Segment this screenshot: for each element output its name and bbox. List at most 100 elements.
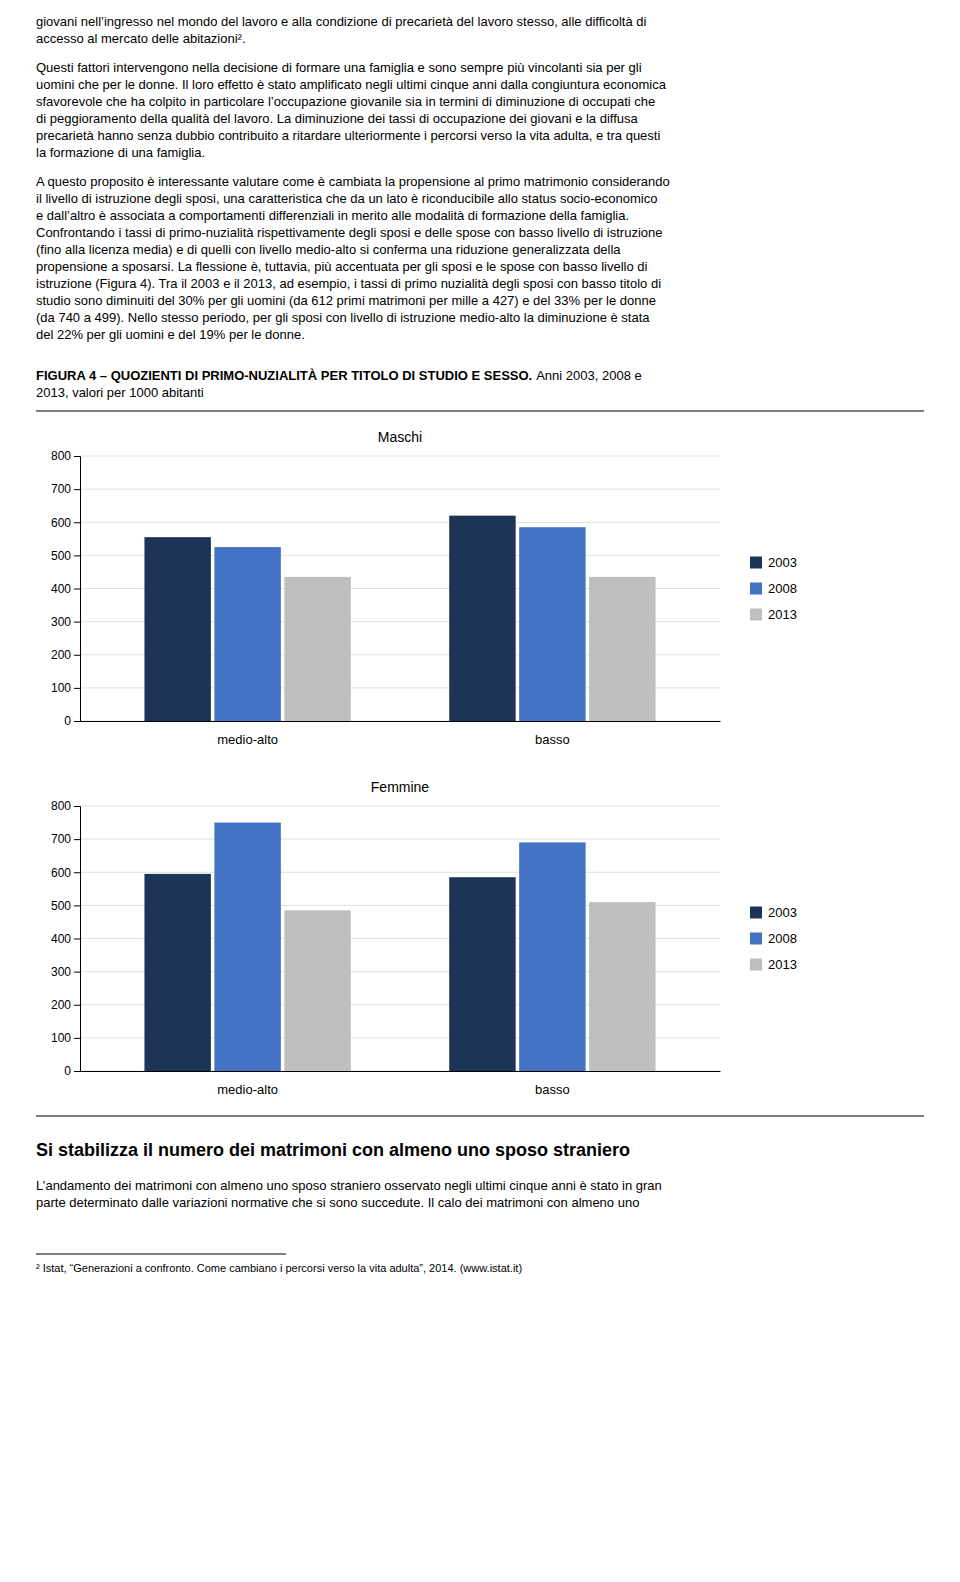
- tick-label: 500: [51, 899, 71, 913]
- tick-label: 200: [51, 648, 71, 662]
- legend-label: 2003: [768, 555, 797, 570]
- grid-line: [80, 872, 720, 873]
- bar: [284, 577, 350, 721]
- legend-item: 2003: [750, 555, 797, 570]
- legend: 2003 2008 2013: [750, 555, 797, 622]
- body-text: A questo proposito è interessante valuta…: [36, 174, 670, 189]
- bar: [589, 577, 655, 721]
- grid-line: [80, 489, 720, 490]
- body-text: parte determinato dalle variazioni norma…: [36, 1195, 639, 1210]
- tick-mark: [74, 1038, 80, 1039]
- body-text: istruzione (Figura 4). Tra il 2003 e il …: [36, 276, 661, 291]
- grid-line: [80, 839, 720, 840]
- grid-line: [80, 806, 720, 807]
- tick-mark: [74, 806, 80, 807]
- tick-mark: [74, 839, 80, 840]
- tick: 200: [51, 998, 80, 1012]
- bars: [144, 516, 655, 721]
- body-text: sfavorevole che ha colpito in particolar…: [36, 94, 655, 109]
- tick-mark: [74, 622, 80, 623]
- x-axis: medio-altobasso: [81, 1072, 721, 1098]
- tick-label: basso: [535, 732, 570, 747]
- tick-label: 500: [51, 549, 71, 563]
- tick-label: medio-alto: [217, 1082, 278, 1097]
- tick: 300: [51, 965, 80, 979]
- tick-mark: [74, 872, 80, 873]
- rule: [36, 411, 924, 412]
- bar: [449, 877, 515, 1071]
- body-text: studio sono diminuiti del 30% per gli uo…: [36, 293, 656, 308]
- body-text: accesso al mercato delle abitazioni².: [36, 31, 246, 46]
- legend-label: 2008: [768, 581, 797, 596]
- bar: [449, 516, 515, 721]
- tick-mark: [74, 972, 80, 973]
- legend: 2003 2008 2013: [750, 905, 797, 972]
- figure-title: FIGURA 4 – QUOZIENTI DI PRIMO-NUZIALITÀ …: [36, 368, 642, 383]
- tick-label: 700: [51, 482, 71, 496]
- legend-label: 2003: [768, 905, 797, 920]
- tick: 0: [64, 714, 80, 728]
- bar: [144, 537, 210, 721]
- bar: [284, 910, 350, 1071]
- tick-mark: [74, 688, 80, 689]
- legend-item: 2013: [750, 607, 797, 622]
- figure-title-rest: Anni 2003, 2008 e: [536, 368, 642, 383]
- tick-mark: [74, 655, 80, 656]
- legend-label: 2013: [768, 607, 797, 622]
- legend-swatch: [750, 557, 762, 569]
- tick: 700: [51, 482, 80, 496]
- legend-swatch: [750, 907, 762, 919]
- tick: 600: [51, 516, 80, 530]
- tick-label: 400: [51, 582, 71, 596]
- tick-mark: [74, 489, 80, 490]
- axis-line: [74, 457, 81, 722]
- tick: medio-alto: [217, 732, 278, 747]
- tick: 500: [51, 549, 80, 563]
- axis-line: [74, 807, 81, 1072]
- bar: [519, 842, 585, 1071]
- bars: [144, 823, 655, 1071]
- tick-label: 800: [51, 799, 71, 813]
- tick: basso: [535, 732, 570, 747]
- body-text: la formazione di una famiglia.: [36, 145, 205, 160]
- tick-mark: [74, 939, 80, 940]
- body-text: di peggioramento della qualità del lavor…: [36, 111, 639, 126]
- tick: 800: [51, 449, 80, 463]
- body-text: L’andamento dei matrimoni con almeno uno…: [36, 1178, 662, 1193]
- tick-label: 100: [51, 681, 71, 695]
- bar: [144, 874, 210, 1071]
- tick: 600: [51, 866, 80, 880]
- body-text: precarietà hanno senza dubbio contribuit…: [36, 128, 660, 143]
- chart: Femmine0100200300400500600700800medio-al…: [51, 779, 797, 1097]
- bar: [214, 547, 280, 721]
- tick-label: 700: [51, 832, 71, 846]
- tick-label: 800: [51, 449, 71, 463]
- legend-item: 2008: [750, 931, 797, 946]
- figure-title-line2: 2013, valori per 1000 abitanti: [36, 385, 204, 400]
- body-text: Si stabilizza il numero dei matrimoni co…: [36, 1140, 630, 1160]
- chart-title: Maschi: [378, 429, 422, 445]
- y-axis: 0100200300400500600700800: [51, 449, 81, 728]
- tick: 400: [51, 932, 80, 946]
- tick-label: 100: [51, 1031, 71, 1045]
- tick-label: 0: [64, 714, 71, 728]
- body-text: il livello di istruzione degli sposi, un…: [36, 191, 657, 206]
- legend-item: 2008: [750, 581, 797, 596]
- tick: 700: [51, 832, 80, 846]
- grid: [80, 456, 720, 721]
- tick-label: 600: [51, 516, 71, 530]
- body-text: Questi fattori intervengono nella decisi…: [36, 60, 642, 75]
- legend-item: 2003: [750, 905, 797, 920]
- tick-mark: [74, 1005, 80, 1006]
- tick-label: 200: [51, 998, 71, 1012]
- tick: 800: [51, 799, 80, 813]
- axis-line: [81, 1071, 721, 1072]
- tick: medio-alto: [217, 1082, 278, 1097]
- chart-title: Femmine: [371, 779, 430, 795]
- legend-label: 2013: [768, 957, 797, 972]
- legend-swatch: [750, 933, 762, 945]
- body-text: (da 740 a 499). Nello stesso periodo, pe…: [36, 310, 650, 325]
- chart: Maschi0100200300400500600700800medio-alt…: [51, 429, 797, 747]
- body-text: (fino alla licenza media) e di quelli co…: [36, 242, 621, 257]
- tick-label: 600: [51, 866, 71, 880]
